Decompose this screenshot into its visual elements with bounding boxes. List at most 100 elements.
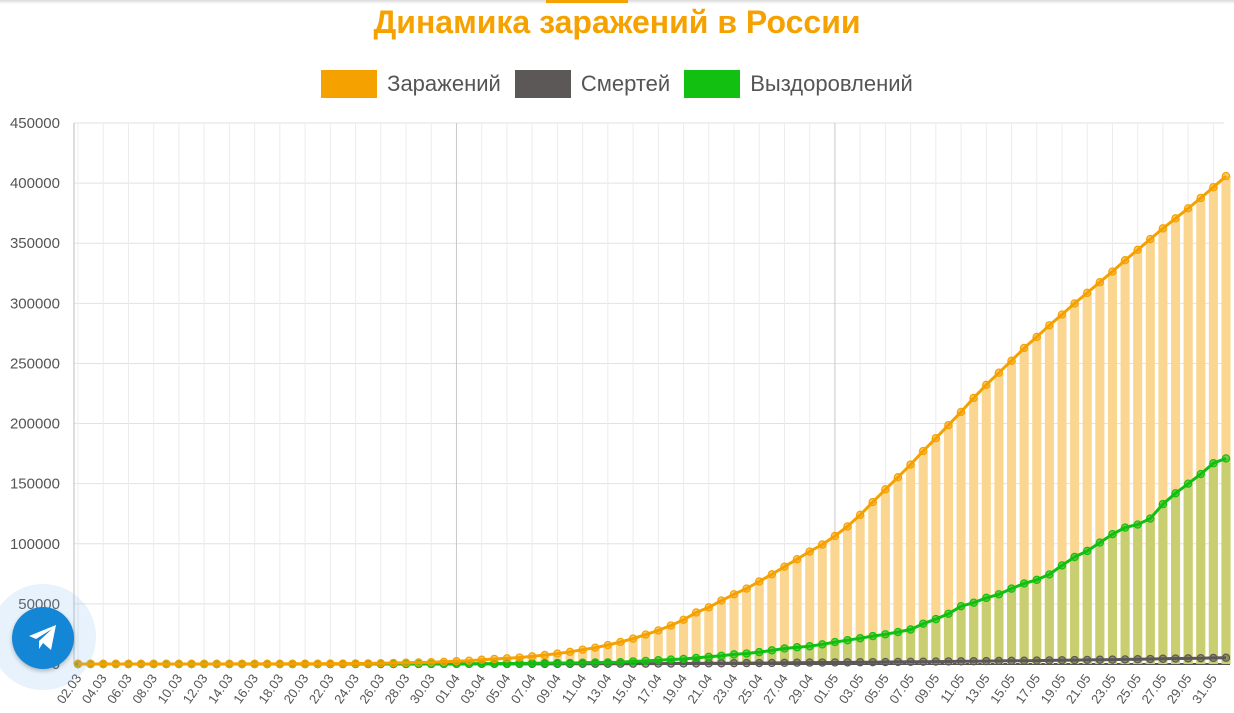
point-recovered — [956, 601, 966, 611]
legend-item-recovered[interactable]: Выздоровлений — [684, 70, 913, 98]
point-infected — [755, 577, 764, 586]
point-infected — [187, 659, 196, 669]
point-infected — [994, 368, 1004, 377]
telegram-share-button[interactable] — [12, 607, 74, 669]
point-recovered — [553, 658, 562, 668]
point-deaths — [881, 657, 890, 667]
bar-infected — [779, 566, 790, 664]
x-tick-label: 28.03 — [382, 671, 413, 706]
y-tick-label: 100000 — [10, 536, 60, 553]
point-infected — [477, 655, 486, 664]
bar-infected — [628, 638, 638, 664]
chart-legend: Заражений Смертей Выздоровлений — [0, 70, 1234, 98]
point-recovered — [919, 619, 928, 628]
point-infected — [1108, 267, 1117, 276]
point-recovered — [982, 593, 991, 603]
point-recovered — [704, 652, 713, 662]
point-infected — [300, 659, 310, 668]
point-recovered — [1120, 523, 1130, 532]
x-tick-label: 30.03 — [407, 671, 438, 706]
point-infected — [1171, 214, 1180, 223]
point-recovered — [1032, 575, 1041, 585]
x-tick-label: 26.03 — [356, 671, 387, 706]
point-infected — [452, 656, 461, 666]
point-infected — [855, 510, 865, 520]
bar-recovered — [767, 650, 777, 664]
point-deaths — [1070, 655, 1079, 665]
point-infected — [225, 659, 234, 669]
point-infected — [982, 380, 991, 389]
point-infected — [565, 647, 575, 657]
point-infected — [515, 653, 524, 662]
point-deaths — [1133, 655, 1142, 664]
point-deaths — [893, 657, 903, 667]
point-infected — [1183, 204, 1193, 213]
point-deaths — [830, 658, 840, 667]
point-deaths — [1095, 655, 1105, 664]
point-recovered — [868, 631, 877, 641]
point-infected — [767, 570, 777, 579]
x-tick-label: 09.05 — [911, 671, 942, 706]
point-infected — [906, 460, 915, 469]
point-infected — [641, 630, 650, 639]
point-deaths — [755, 658, 764, 668]
bar-infected — [1208, 187, 1218, 664]
point-deaths — [931, 657, 941, 666]
point-infected — [162, 659, 171, 669]
bar-infected — [805, 551, 815, 664]
legend-label-infected: Заражений — [387, 71, 501, 96]
bar-infected — [817, 544, 827, 664]
bar-infected — [906, 464, 916, 664]
point-infected — [881, 485, 890, 494]
point-deaths — [868, 657, 877, 667]
point-recovered — [1171, 489, 1180, 498]
point-recovered — [666, 655, 676, 664]
x-tick-label: 15.04 — [609, 671, 640, 706]
bar-recovered — [1208, 463, 1218, 664]
point-infected — [919, 446, 928, 456]
point-recovered — [641, 656, 650, 666]
point-recovered — [616, 657, 625, 667]
bar-infected — [943, 425, 954, 664]
point-deaths — [919, 657, 928, 666]
point-infected — [944, 420, 953, 430]
x-tick-label: 06.03 — [104, 671, 135, 706]
point-infected — [717, 596, 726, 605]
x-tick-label: 19.05 — [1038, 671, 1069, 706]
point-deaths — [994, 656, 1004, 666]
point-infected — [136, 659, 146, 669]
point-infected — [1146, 234, 1155, 244]
point-recovered — [679, 654, 688, 664]
point-infected — [868, 497, 877, 507]
point-infected — [1070, 299, 1079, 308]
point-deaths — [1045, 656, 1054, 665]
legend-item-infected[interactable]: Заражений — [321, 70, 501, 98]
point-infected — [376, 659, 385, 668]
legend-swatch-recovered — [684, 70, 741, 98]
point-infected — [124, 659, 133, 669]
point-infected — [729, 590, 739, 599]
x-tick-label: 15.05 — [987, 671, 1018, 706]
x-tick-label: 03.04 — [457, 671, 488, 706]
point-infected — [275, 659, 285, 669]
x-tick-label: 21.04 — [684, 671, 715, 706]
point-recovered — [591, 658, 600, 667]
y-tick-label: 350000 — [10, 235, 60, 252]
point-infected — [931, 433, 941, 443]
bar-infected — [1070, 303, 1080, 664]
legend-item-deaths[interactable]: Смертей — [514, 70, 670, 98]
x-tick-label: 08.03 — [129, 671, 160, 706]
bar-recovered — [1221, 458, 1231, 664]
point-infected — [603, 640, 613, 650]
point-recovered — [1183, 479, 1193, 488]
point-infected — [628, 634, 638, 643]
point-deaths — [1171, 654, 1180, 663]
point-recovered — [893, 627, 903, 637]
bar-infected — [931, 438, 941, 664]
point-infected — [553, 649, 562, 658]
header-tab-indicator — [546, 0, 628, 3]
point-infected — [1019, 343, 1029, 353]
bar-recovered — [1019, 583, 1029, 664]
bar-recovered — [956, 606, 966, 664]
x-tick-label: 11.05 — [937, 671, 967, 705]
